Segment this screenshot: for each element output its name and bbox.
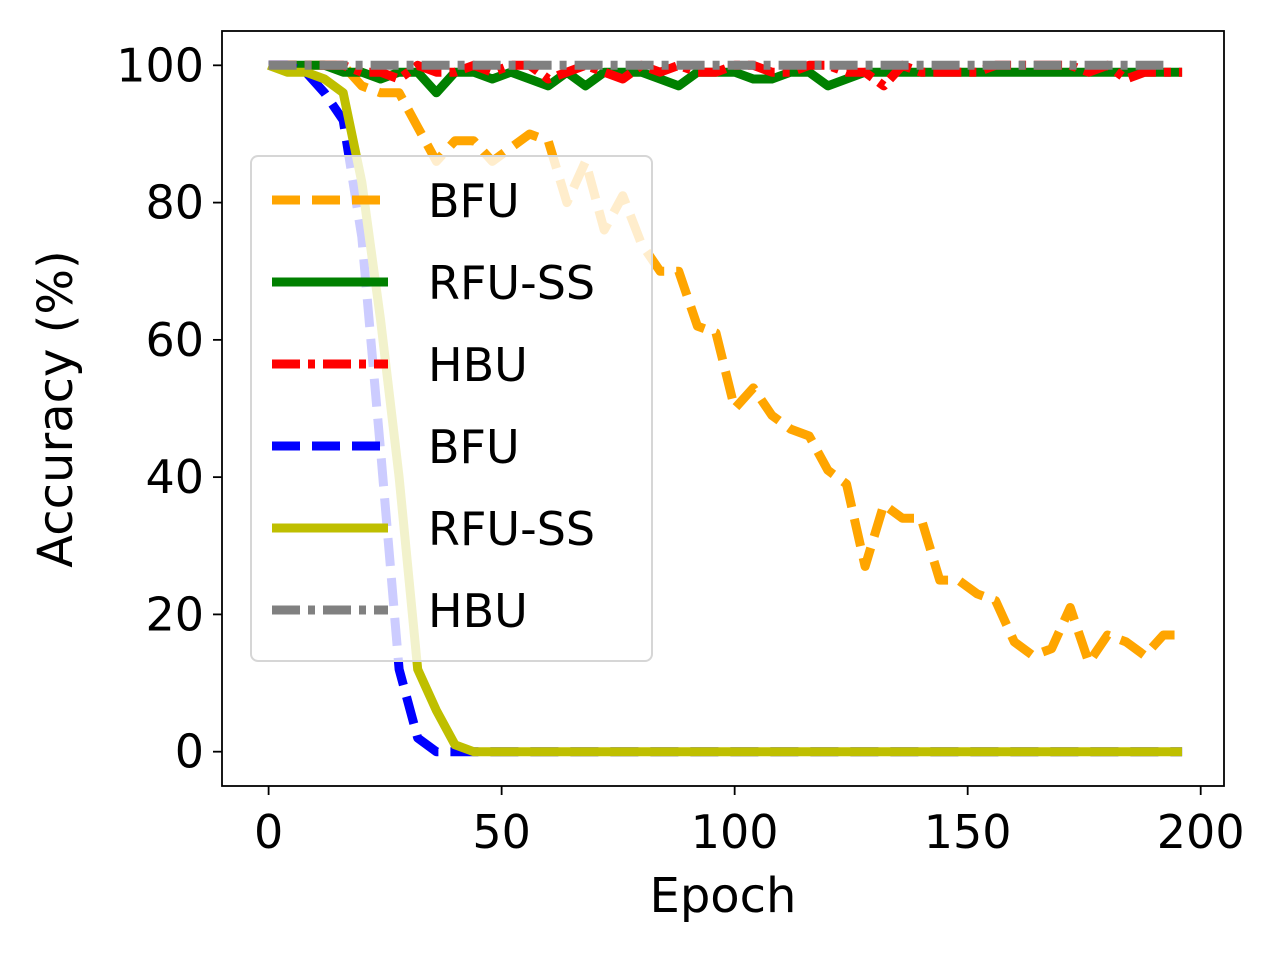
legend-label-1: BFU [428,174,520,228]
legend-label-3: HBU [428,338,528,392]
series-line-3 [268,60,1183,91]
legend-label-2: RFU-SS [428,256,595,310]
x-tick-label: 100 [691,805,779,859]
series-line-5 [267,61,1183,757]
x-tick-label: 50 [472,805,531,859]
x-tick-label: 200 [1157,805,1245,859]
y-axis-ticks: 0 20 40 60 80 100 [116,38,222,779]
series-layer [267,60,1183,757]
series-line-4 [268,60,1183,757]
plot-frame [221,30,1225,787]
legend: BFU RFU-SS HBU BFU RFU-SS HBU [250,155,653,662]
x-axis-label: Epoch [650,868,797,924]
x-axis-ticks: 0 50 100 150 200 [254,786,1245,859]
series-line-1 [268,60,1183,667]
y-tick-label: 20 [145,587,204,641]
y-tick-label: 80 [145,176,204,230]
x-tick-label: 0 [254,805,283,859]
x-tick-label: 150 [924,805,1012,859]
y-tick-label: 40 [145,450,204,504]
legend-label-5: RFU-SS [428,502,595,556]
y-tick-label: 60 [145,313,204,367]
y-tick-label: 0 [175,725,204,779]
legend-label-6: HBU [428,584,528,638]
legend-label-4: BFU [428,420,520,474]
y-axis-label: Accuracy (%) [28,250,84,567]
y-tick-label: 100 [116,38,204,92]
